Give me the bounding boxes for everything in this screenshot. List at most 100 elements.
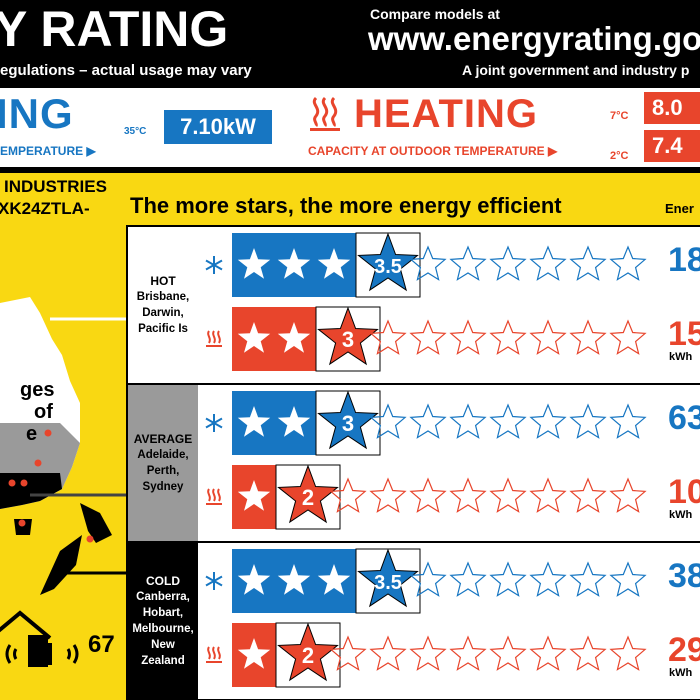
zone-place: Perth, — [146, 465, 180, 477]
empty-star — [329, 477, 367, 513]
filled-star — [237, 406, 271, 437]
heating-subheading-text: CAPACITY AT OUTDOOR TEMPERATURE — [308, 144, 545, 158]
heating-heading: HEATING — [354, 92, 539, 136]
cooling-energy-value: 18 — [668, 241, 700, 279]
empty-star — [369, 319, 407, 355]
label-title: Y RATING — [0, 1, 229, 57]
heating-star-row: 2 — [232, 464, 647, 530]
zone-place: Hobart, — [142, 607, 184, 619]
map-text-3: e — [26, 423, 38, 445]
empty-star — [409, 477, 447, 513]
zone-place: Canberra, — [136, 591, 190, 603]
arrow-right-icon: ▶ — [86, 144, 96, 158]
zone-label-average: AVERAGE Adelaide, Perth, Sydney — [128, 385, 198, 541]
model-number: XK24ZTLA- — [0, 199, 90, 218]
energy-column-header: Ener — [665, 201, 694, 216]
rating-star — [357, 232, 419, 292]
cooling-heading: ING — [0, 90, 74, 137]
empty-star — [489, 477, 527, 513]
heating-capacity-value-2: 7.4 — [644, 130, 700, 162]
heat-waves-icon — [206, 488, 222, 505]
zone-place: Sydney — [142, 481, 184, 493]
rating-star-label: 3.5 — [374, 256, 402, 278]
energy-unit: kWh — [669, 351, 693, 363]
cooling-subheading: EMPERATURE ▶ — [0, 144, 96, 158]
rating-star — [317, 306, 379, 366]
empty-star — [409, 561, 447, 597]
cooling-star-row: 3.5 — [232, 548, 647, 614]
heating-star-row: 3 — [232, 306, 647, 372]
empty-star — [609, 245, 647, 281]
empty-star — [569, 403, 607, 439]
empty-star — [409, 635, 447, 671]
empty-star — [449, 561, 487, 597]
empty-star — [449, 245, 487, 281]
heat-waves-icon — [310, 96, 340, 131]
filled-star — [237, 480, 271, 511]
zone-map — [0, 297, 140, 667]
cooling-energy-value: 63 — [668, 399, 700, 437]
zone-place: New Zealand — [141, 639, 185, 667]
noise-value: 67 — [88, 631, 115, 658]
rating-star — [357, 548, 419, 608]
zone-panel-cold: COLD Canberra, Hobart, Melbourne, New Ze… — [126, 541, 700, 700]
label-header: Y RATING egulations – actual usage may v… — [0, 0, 700, 88]
brand-name: INDUSTRIES — [4, 177, 107, 196]
empty-star — [449, 319, 487, 355]
empty-star — [609, 477, 647, 513]
snowflake-icon — [205, 414, 223, 432]
rating-star-label: 2 — [302, 643, 314, 668]
empty-star — [369, 403, 407, 439]
filled-star — [277, 248, 311, 279]
empty-star — [609, 403, 647, 439]
cooling-energy-value: 38 — [668, 557, 700, 595]
zone-place: Darwin, — [142, 307, 184, 319]
empty-star — [409, 245, 447, 281]
filled-star — [277, 406, 311, 437]
empty-star — [569, 245, 607, 281]
zone-label-cold: COLD Canberra, Hobart, Melbourne, New Ze… — [128, 543, 198, 699]
joint-program-text: A joint government and industry p — [462, 62, 690, 78]
cooling-capacity-value: 7.10kW — [164, 110, 272, 144]
filled-star — [237, 322, 271, 353]
zone-name: HOT — [150, 274, 176, 288]
heating-capacity-value-1: 8.0 — [644, 92, 700, 124]
website-url: www.energyrating.gov — [368, 20, 700, 57]
heat-waves-icon — [206, 646, 222, 663]
filled-star — [237, 248, 271, 279]
empty-star — [529, 245, 567, 281]
empty-star — [489, 403, 527, 439]
heating-temperature-2: 2°C — [610, 150, 629, 162]
rating-star-label: 3 — [342, 411, 354, 436]
filled-star — [317, 248, 351, 279]
empty-star — [489, 245, 527, 281]
cooling-subheading-text: EMPERATURE — [0, 144, 84, 158]
empty-star — [529, 403, 567, 439]
heating-energy-value: 10 — [668, 473, 700, 511]
empty-star — [609, 319, 647, 355]
empty-star — [529, 319, 567, 355]
empty-star — [409, 319, 447, 355]
empty-star — [409, 403, 447, 439]
capacity-band: ING EMPERATURE ▶ 35°C 7.10kW HEATING CAP… — [0, 88, 700, 170]
heating-energy-value: 15 — [668, 315, 700, 353]
empty-star — [609, 561, 647, 597]
empty-star — [449, 477, 487, 513]
cooling-star-row: 3.5 — [232, 232, 647, 298]
heat-waves-icon — [206, 330, 222, 347]
snowflake-icon — [205, 256, 223, 274]
map-text-1: ges — [20, 379, 55, 401]
empty-star — [529, 635, 567, 671]
filled-star — [277, 322, 311, 353]
energy-unit: kWh — [669, 667, 693, 679]
zone-name: COLD — [146, 574, 180, 588]
zone-place: Adelaide, — [137, 449, 189, 461]
empty-star — [369, 477, 407, 513]
cooling-temperature: 35°C — [124, 126, 147, 137]
filled-star — [317, 564, 351, 595]
empty-star — [569, 319, 607, 355]
filled-star — [277, 564, 311, 595]
tagline: The more stars, the more energy efficien… — [130, 193, 562, 218]
empty-star — [569, 561, 607, 597]
rating-star — [317, 390, 379, 450]
